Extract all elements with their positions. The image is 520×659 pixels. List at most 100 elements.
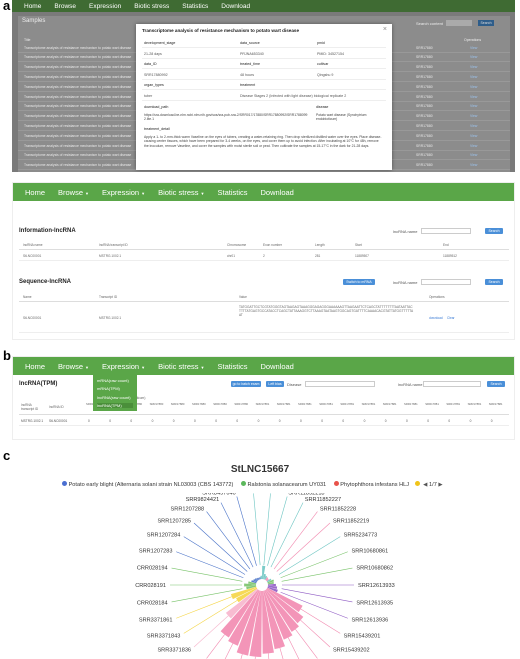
polar-bar[interactable] — [253, 579, 258, 583]
polar-bar[interactable] — [266, 587, 303, 613]
polar-bar[interactable] — [263, 590, 286, 650]
polar-bar[interactable] — [265, 577, 269, 581]
sample-row-view[interactable]: View — [470, 104, 478, 109]
polar-bar[interactable] — [220, 589, 259, 638]
nav-home[interactable]: Home — [24, 2, 42, 10]
sample-row-view[interactable]: View — [470, 84, 478, 89]
menu-mrna-tpm[interactable]: mRNA(TPM) — [97, 386, 120, 391]
polar-bar[interactable] — [256, 577, 259, 581]
polar-bar[interactable] — [228, 590, 260, 646]
polar-bar[interactable] — [257, 577, 260, 580]
polar-bar[interactable] — [266, 588, 304, 624]
left-bias-button[interactable]: Left bias — [266, 381, 284, 387]
sample-row-view[interactable]: View — [470, 153, 478, 158]
col-operations: Operations — [464, 38, 482, 42]
modal-close-button[interactable]: × — [382, 26, 387, 33]
sample-row-view[interactable]: View — [470, 114, 478, 119]
sample-row-view[interactable]: View — [470, 123, 478, 128]
sample-row-view[interactable]: View — [470, 45, 478, 50]
polar-bar[interactable] — [265, 589, 299, 632]
disease-select[interactable] — [305, 381, 375, 387]
polar-bar[interactable] — [225, 588, 258, 619]
seq-name-input[interactable] — [421, 279, 471, 285]
sample-row-view[interactable]: View — [470, 133, 478, 138]
info-name-input[interactable] — [421, 228, 471, 234]
samples-search-input[interactable] — [446, 20, 472, 26]
tpm-cell: 0 — [88, 419, 90, 423]
polar-bar[interactable] — [262, 565, 266, 580]
polar-bar[interactable] — [248, 581, 257, 585]
menu-mrna-raw[interactable]: mRNA(raw count) — [97, 378, 129, 383]
polar-bar[interactable] — [267, 586, 278, 593]
sample-row-view[interactable]: View — [470, 74, 478, 79]
info-search-button[interactable]: Search — [485, 228, 503, 234]
nav2-statistics[interactable]: Statistics — [217, 187, 248, 197]
polar-bar[interactable] — [266, 578, 269, 582]
switch-mrna-button[interactable]: Switch to mRNA — [343, 279, 375, 285]
legend-ralstonia[interactable]: Ralstonia solanacearum UY031 — [247, 482, 327, 488]
seq-search-button[interactable]: Search — [485, 279, 503, 285]
polar-bar[interactable] — [267, 585, 278, 590]
seq-clear-link[interactable]: Clear — [447, 316, 455, 320]
polar-bar[interactable] — [254, 578, 258, 582]
tpm-cell: 0 — [469, 419, 472, 423]
legend-phytophthora[interactable]: Phytophthora infestans HLJ — [340, 482, 410, 488]
seq-download-link[interactable]: download — [429, 316, 443, 320]
polar-bar[interactable] — [260, 575, 262, 580]
polar-bar[interactable] — [262, 590, 274, 654]
info-col-header: lncRNA name — [23, 243, 43, 247]
polar-bar[interactable] — [263, 573, 266, 580]
nav3-biotic[interactable]: Biotic stress ▼ — [158, 361, 205, 371]
polar-bar[interactable] — [259, 577, 261, 580]
sample-row-view[interactable]: View — [470, 143, 478, 148]
polar-bar[interactable] — [230, 586, 257, 600]
nav2-home[interactable]: Home — [25, 187, 46, 197]
samples-search-button[interactable]: Search — [478, 20, 494, 26]
legend-early-blight[interactable]: Potato early blight (Alternaria solani s… — [68, 482, 234, 488]
nav-browse[interactable]: Browse — [54, 2, 77, 10]
legend-prev-icon[interactable]: ◀ — [423, 482, 428, 488]
polar-bar[interactable] — [249, 590, 262, 657]
nav2-download[interactable]: Download — [260, 187, 294, 197]
polar-bar[interactable] — [264, 590, 293, 640]
sample-row-title: Transcriptome analysis of resistance mec… — [24, 163, 132, 168]
nav2-expression[interactable]: Expression ▼ — [102, 187, 146, 197]
sample-row-id: SRR17880 — [416, 153, 433, 158]
sample-row-view[interactable]: View — [470, 55, 478, 60]
polar-bar[interactable] — [246, 585, 257, 590]
nav3-home[interactable]: Home — [25, 361, 46, 371]
nav-expression[interactable]: Expression — [89, 2, 122, 10]
polar-bar[interactable] — [236, 590, 261, 656]
polar-bar[interactable] — [267, 581, 274, 585]
polar-bar[interactable] — [236, 587, 258, 603]
nav-biotic[interactable]: Biotic stress — [134, 2, 170, 10]
nav3-browse[interactable]: Browse ▼ — [58, 361, 89, 371]
polar-bar[interactable] — [267, 583, 276, 587]
sample-row-view[interactable]: View — [470, 94, 478, 99]
legend-next-icon[interactable]: ▶ — [438, 482, 443, 488]
polar-bar[interactable] — [267, 579, 275, 584]
nav2-browse[interactable]: Browse ▼ — [58, 187, 89, 197]
polar-bar[interactable] — [264, 575, 268, 580]
seq-col-name: Name — [23, 295, 32, 299]
menu-lncrna-raw[interactable]: lncRNA(raw count) — [97, 395, 131, 400]
tpm-col-header: SRR17881 — [255, 402, 270, 406]
nav3-expression[interactable]: Expression ▼ — [102, 361, 146, 371]
tpm-col-header: SRR17880 — [192, 402, 206, 406]
b-lnc-name-label: lncRNA name — [398, 382, 423, 387]
nav-statistics[interactable]: Statistics — [182, 2, 209, 10]
menu-lncrna-tpm[interactable]: lncRNA(TPM) — [97, 403, 133, 408]
modal-download-path[interactable]: https://sra-download.be-nlm.ncbi.nlm.nih… — [144, 113, 308, 122]
nav3-statistics[interactable]: Statistics — [217, 361, 248, 371]
nav3-download[interactable]: Download — [260, 361, 294, 371]
sample-row-view[interactable]: View — [470, 65, 478, 70]
b-search-button[interactable]: Search — [487, 381, 505, 387]
polar-bar[interactable] — [251, 580, 257, 584]
polar-bar[interactable] — [244, 583, 257, 587]
nav2-biotic[interactable]: Biotic stress ▼ — [158, 187, 205, 197]
sample-row-view[interactable]: View — [470, 163, 478, 168]
b-lnc-name-input[interactable] — [423, 381, 481, 387]
batch-exam-button[interactable]: go to batch exam — [231, 381, 261, 387]
nav-download[interactable]: Download — [221, 2, 251, 10]
polar-bar[interactable] — [266, 578, 272, 583]
